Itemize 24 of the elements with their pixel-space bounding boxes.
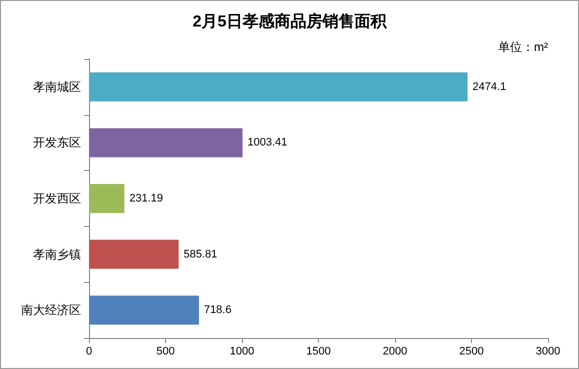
x-tick-label: 3000	[536, 346, 560, 358]
x-tick-label: 2000	[382, 346, 408, 358]
x-tick-label: 1500	[306, 346, 331, 358]
chart-title: 2月5日孝感商品房销售面积	[192, 12, 388, 30]
bar	[89, 128, 243, 158]
x-tick-label: 1000	[230, 346, 254, 358]
x-tick-label: 500	[156, 346, 175, 358]
data-label: 585.81	[184, 248, 218, 260]
text: 单位：m²	[498, 40, 548, 54]
y-tick-label: 南大经济区	[21, 303, 81, 318]
bar	[89, 72, 468, 102]
x-tick-label: 2500	[459, 346, 484, 358]
bar	[89, 240, 179, 269]
bar	[89, 184, 124, 214]
y-tick-label: 开发西区	[33, 192, 81, 206]
y-tick-label: 开发东区	[33, 136, 81, 150]
data-label: 2474.1	[472, 80, 506, 93]
x-tick-label: 0	[86, 346, 92, 358]
y-tick-label: 孝南城区	[33, 80, 81, 94]
data-label: 1003.41	[248, 136, 288, 149]
data-label: 231.19	[129, 192, 164, 204]
bar	[89, 296, 199, 325]
data-label: 718.6	[204, 304, 232, 316]
y-tick-label: 孝南乡镇	[33, 247, 81, 262]
